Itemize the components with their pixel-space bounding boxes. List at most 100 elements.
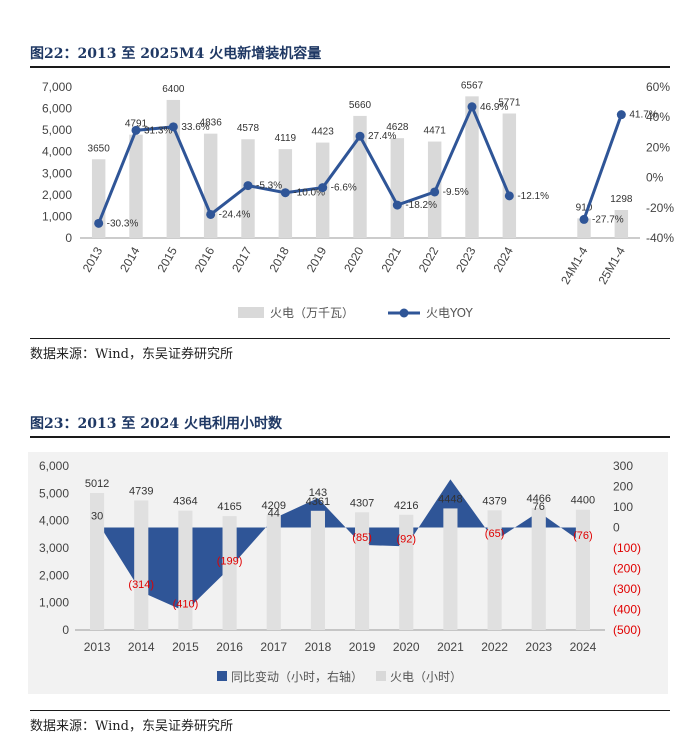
y-left-tick-label: 6,000 bbox=[42, 102, 72, 116]
x-tick-label: 2024 bbox=[570, 640, 597, 654]
y-right-tick-label: (500) bbox=[613, 623, 641, 637]
x-tick-label: 2022 bbox=[416, 244, 442, 274]
y-left-tick-label: 6,000 bbox=[39, 459, 69, 473]
chart1-top-rule bbox=[30, 66, 670, 68]
x-tick-label: 24M1-4 bbox=[558, 244, 591, 287]
bar-value-label: 4307 bbox=[350, 497, 374, 509]
bar-value-label: 4165 bbox=[217, 501, 241, 513]
y-left-tick-label: 4,000 bbox=[42, 145, 72, 159]
yoy-value-label: 33.6% bbox=[181, 122, 209, 133]
y-right-tick-label: 0 bbox=[613, 521, 620, 535]
yoy-point bbox=[579, 214, 589, 224]
bar-value-label: 4836 bbox=[200, 118, 223, 129]
bar-value-label: 4364 bbox=[173, 496, 197, 508]
legend-bar-swatch bbox=[238, 307, 264, 318]
bar bbox=[614, 210, 629, 238]
yoy-value-label: -9.5% bbox=[443, 187, 469, 198]
x-tick-label: 2016 bbox=[192, 244, 218, 274]
bar bbox=[266, 514, 281, 630]
yoy-value-label: 41.7% bbox=[629, 110, 657, 121]
yoy-point bbox=[318, 183, 328, 193]
yoy-change-label: 143 bbox=[309, 487, 327, 499]
yoy-change-label: (314) bbox=[128, 579, 154, 591]
y-left-tick-label: 4,000 bbox=[39, 514, 69, 528]
y-right-tick-label: (400) bbox=[613, 603, 641, 617]
bar-value-label: 5660 bbox=[349, 100, 372, 111]
x-tick-label: 2023 bbox=[453, 244, 479, 274]
yoy-value-label: -18.2% bbox=[405, 200, 437, 211]
yoy-change-area bbox=[97, 479, 583, 612]
x-tick-label: 2017 bbox=[260, 640, 287, 654]
yoy-change-label: (410) bbox=[173, 599, 199, 611]
yoy-change-label: (76) bbox=[573, 530, 593, 542]
chart2-source: 数据来源：Wind，东吴证券研究所 bbox=[30, 719, 233, 734]
x-tick-label: 2023 bbox=[525, 640, 552, 654]
x-tick-label: 2016 bbox=[216, 640, 243, 654]
yoy-value-label: -24.4% bbox=[219, 209, 251, 220]
bar-value-label: 4216 bbox=[394, 500, 418, 512]
y-left-tick-label: 2,000 bbox=[39, 568, 69, 582]
y-right-tick-label: (100) bbox=[613, 541, 641, 555]
x-tick-label: 2015 bbox=[154, 244, 180, 274]
y-right-tick-label: 200 bbox=[613, 480, 633, 494]
chart2-title: 图23：2013 至 2024 火电利用小时数 bbox=[30, 416, 283, 432]
yoy-value-label: -12.1% bbox=[517, 191, 549, 202]
legend-bar-label: 火电（万千瓦） bbox=[270, 306, 354, 320]
chart2-background bbox=[28, 452, 668, 694]
legend-bar-label: 火电（小时） bbox=[390, 670, 462, 684]
yoy-point bbox=[131, 125, 141, 135]
bar-value-label: 1298 bbox=[610, 194, 633, 205]
bar bbox=[390, 138, 405, 238]
y-right-tick-label: -40% bbox=[646, 231, 674, 245]
bar-value-label: 4400 bbox=[571, 495, 595, 507]
yoy-change-label: (85) bbox=[352, 532, 372, 544]
y-right-tick-label: 60% bbox=[646, 80, 670, 94]
legend-bar-swatch bbox=[376, 671, 386, 681]
bar bbox=[166, 99, 181, 238]
bar bbox=[399, 514, 414, 630]
y-right-tick-label: -20% bbox=[646, 201, 674, 215]
yoy-value-label: 31.3% bbox=[144, 125, 172, 136]
x-tick-label: 2013 bbox=[80, 244, 106, 274]
yoy-point bbox=[168, 122, 178, 132]
bar bbox=[577, 218, 591, 238]
yoy-point bbox=[280, 188, 290, 198]
bar-value-label: 4466 bbox=[527, 493, 551, 505]
bar bbox=[90, 493, 105, 630]
yoy-value-label: -30.3% bbox=[107, 218, 139, 229]
bar-value-label: 4361 bbox=[306, 496, 330, 508]
yoy-change-label: 76 bbox=[533, 501, 545, 513]
x-tick-label: 2022 bbox=[481, 640, 508, 654]
y-right-tick-label: 300 bbox=[613, 459, 633, 473]
x-tick-label: 2017 bbox=[229, 244, 255, 274]
bar bbox=[487, 510, 502, 630]
chart2-plot: 0 1,000 2,000 3,000 4,000 5,000 6,000 (500) (400… bbox=[28, 452, 668, 694]
x-tick-label: 2014 bbox=[117, 244, 143, 274]
yoy-value-label: -10.0% bbox=[293, 188, 325, 199]
bar-value-label: 5771 bbox=[498, 98, 521, 109]
yoy-point bbox=[616, 110, 626, 120]
yoy-line bbox=[97, 102, 511, 224]
yoy-point bbox=[392, 200, 402, 210]
y-right-tick-label: 40% bbox=[646, 110, 670, 124]
bar bbox=[310, 510, 325, 630]
yoy-change-label: (65) bbox=[485, 528, 505, 540]
y-left-tick-label: 3,000 bbox=[39, 541, 69, 555]
yoy-point bbox=[504, 191, 514, 201]
yoy-point bbox=[355, 131, 365, 141]
chart1-plot: 0 1,000 2,000 3,000 4,000 5,000 6,000 7,000 -40%… bbox=[42, 80, 674, 320]
x-tick-label: 2013 bbox=[84, 640, 111, 654]
x-tick-label: 2018 bbox=[266, 244, 292, 274]
bar-value-label: 4379 bbox=[482, 495, 506, 507]
x-tick-label: 2021 bbox=[437, 640, 464, 654]
bar-value-label: 6567 bbox=[461, 80, 484, 91]
x-tick-label: 2021 bbox=[378, 244, 404, 274]
bar-value-label: 4448 bbox=[438, 493, 462, 505]
bar bbox=[502, 113, 517, 238]
y-left-tick-label: 1,000 bbox=[39, 596, 69, 610]
y-left-tick-label: 2,000 bbox=[42, 188, 72, 202]
legend-line-label: 火电YOY bbox=[426, 306, 473, 320]
yoy-change-label: (199) bbox=[217, 555, 243, 567]
yoy-change-label: 44 bbox=[268, 507, 280, 519]
legend-line-marker bbox=[399, 308, 409, 318]
